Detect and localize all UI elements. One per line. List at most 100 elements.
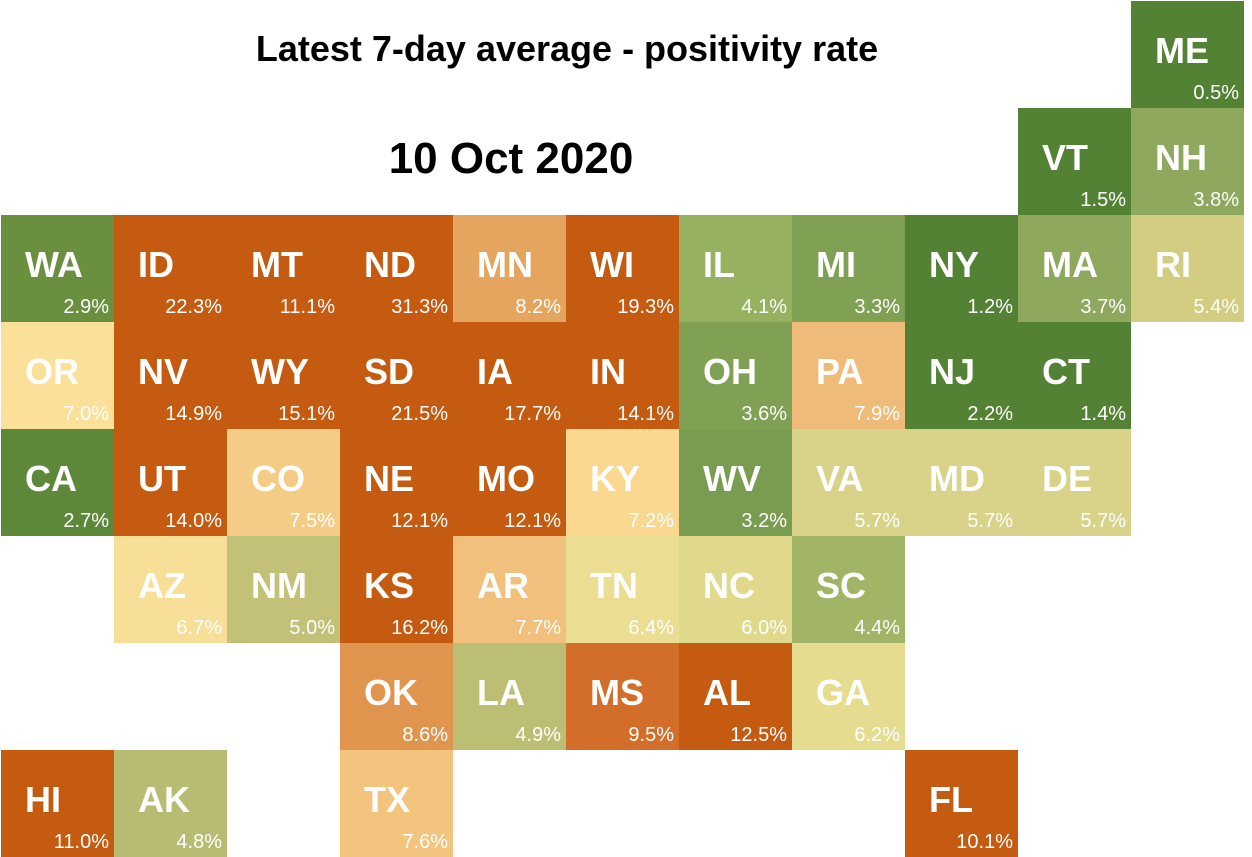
state-tile-sd: SD 21.5%: [340, 322, 453, 429]
state-tile-nc: NC 6.0%: [679, 536, 792, 643]
state-abbr: VA: [816, 458, 864, 499]
state-tile-wi: WI 19.3%: [566, 215, 679, 322]
positivity-value: 3.3%: [854, 296, 900, 318]
state-tile-tn: TN 6.4%: [566, 536, 679, 643]
state-tile-ks: KS 16.2%: [340, 536, 453, 643]
state-tile-mn: MN 8.2%: [453, 215, 566, 322]
state-abbr: IL: [703, 244, 735, 285]
state-tile-ma: MA 3.7%: [1018, 215, 1131, 322]
state-tile-mo: MO 12.1%: [453, 429, 566, 536]
state-tile-il: IL 4.1%: [679, 215, 792, 322]
positivity-value: 1.4%: [1080, 403, 1126, 425]
state-tile-az: AZ 6.7%: [114, 536, 227, 643]
positivity-value: 10.1%: [956, 831, 1013, 853]
positivity-value: 3.6%: [741, 403, 787, 425]
state-abbr: WY: [251, 351, 309, 392]
positivity-value: 5.0%: [289, 617, 335, 639]
positivity-value: 4.4%: [854, 617, 900, 639]
positivity-value: 8.2%: [515, 296, 561, 318]
positivity-value: 14.1%: [617, 403, 674, 425]
state-abbr: AZ: [138, 565, 186, 606]
state-abbr: KS: [364, 565, 415, 606]
positivity-value: 4.8%: [176, 831, 222, 853]
state-tile-ms: MS 9.5%: [566, 643, 679, 750]
state-abbr: MD: [929, 458, 985, 499]
positivity-value: 22.3%: [165, 296, 222, 318]
positivity-value: 7.0%: [63, 403, 109, 425]
positivity-value: 1.5%: [1080, 189, 1126, 211]
state-abbr: OH: [703, 351, 757, 392]
state-tile-ny: NY 1.2%: [905, 215, 1018, 322]
state-tile-hi: HI 11.0%: [1, 750, 114, 857]
state-tile-mi: MI 3.3%: [792, 215, 905, 322]
positivity-value: 5.4%: [1193, 296, 1239, 318]
positivity-value: 6.2%: [854, 724, 900, 746]
positivity-value: 21.5%: [391, 403, 448, 425]
state-tile-oh: OH 3.6%: [679, 322, 792, 429]
state-abbr: CA: [25, 458, 77, 499]
positivity-value: 15.1%: [278, 403, 335, 425]
state-tile-id: ID 22.3%: [114, 215, 227, 322]
state-abbr: RI: [1155, 244, 1191, 285]
state-abbr: WA: [25, 244, 83, 285]
state-tile-va: VA 5.7%: [792, 429, 905, 536]
state-tile-tx: TX 7.6%: [340, 750, 453, 857]
positivity-value: 16.2%: [391, 617, 448, 639]
positivity-value: 1.2%: [967, 296, 1013, 318]
state-tile-or: OR 7.0%: [1, 322, 114, 429]
positivity-value: 7.2%: [628, 510, 674, 532]
state-tile-mt: MT 11.1%: [227, 215, 340, 322]
state-tile-ak: AK 4.8%: [114, 750, 227, 857]
state-abbr: TX: [364, 779, 411, 820]
state-abbr: NC: [703, 565, 755, 606]
state-abbr: IA: [477, 351, 513, 392]
state-tile-ca: CA 2.7%: [1, 429, 114, 536]
state-tile-wv: WV 3.2%: [679, 429, 792, 536]
state-abbr: NV: [138, 351, 189, 392]
state-tile-fl: FL 10.1%: [905, 750, 1018, 857]
positivity-value: 6.0%: [741, 617, 787, 639]
positivity-value: 9.5%: [628, 724, 674, 746]
state-abbr: NE: [364, 458, 415, 499]
positivity-value: 5.7%: [967, 510, 1013, 532]
positivity-value: 17.7%: [504, 403, 561, 425]
state-tile-me: ME 0.5%: [1131, 1, 1244, 108]
positivity-value: 4.9%: [515, 724, 561, 746]
state-abbr: UT: [138, 458, 186, 499]
state-tile-nd: ND 31.3%: [340, 215, 453, 322]
state-abbr: NY: [929, 244, 980, 285]
state-abbr: WI: [590, 244, 634, 285]
positivity-value: 2.7%: [63, 510, 109, 532]
positivity-value: 12.1%: [504, 510, 561, 532]
positivity-value: 31.3%: [391, 296, 448, 318]
state-abbr: AK: [138, 779, 190, 820]
state-tile-ia: IA 17.7%: [453, 322, 566, 429]
state-abbr: KY: [590, 458, 641, 499]
state-abbr: MA: [1042, 244, 1098, 285]
state-abbr: ND: [364, 244, 416, 285]
positivity-value: 11.0%: [53, 831, 109, 853]
state-tile-ri: RI 5.4%: [1131, 215, 1244, 322]
positivity-value: 7.5%: [289, 510, 335, 532]
positivity-value: 2.2%: [967, 403, 1013, 425]
positivity-value: 4.1%: [741, 296, 787, 318]
state-tile-nj: NJ 2.2%: [905, 322, 1018, 429]
state-abbr: HI: [25, 779, 61, 820]
state-abbr: ME: [1155, 30, 1209, 71]
state-abbr: PA: [816, 351, 864, 392]
state-tile-wy: WY 15.1%: [227, 322, 340, 429]
state-tile-md: MD 5.7%: [905, 429, 1018, 536]
chart-title: Latest 7-day average - positivity rate: [255, 28, 879, 69]
positivity-value: 5.7%: [1080, 510, 1126, 532]
positivity-value: 14.9%: [165, 403, 222, 425]
state-tile-wa: WA 2.9%: [1, 215, 114, 322]
state-tile-de: DE 5.7%: [1018, 429, 1131, 536]
positivity-value: 3.2%: [741, 510, 787, 532]
state-tile-la: LA 4.9%: [453, 643, 566, 750]
state-abbr: NM: [251, 565, 307, 606]
positivity-value: 6.4%: [628, 617, 674, 639]
state-abbr: MO: [477, 458, 535, 499]
positivity-value: 5.7%: [854, 510, 900, 532]
positivity-value: 3.7%: [1080, 296, 1126, 318]
state-abbr: NJ: [929, 351, 976, 392]
